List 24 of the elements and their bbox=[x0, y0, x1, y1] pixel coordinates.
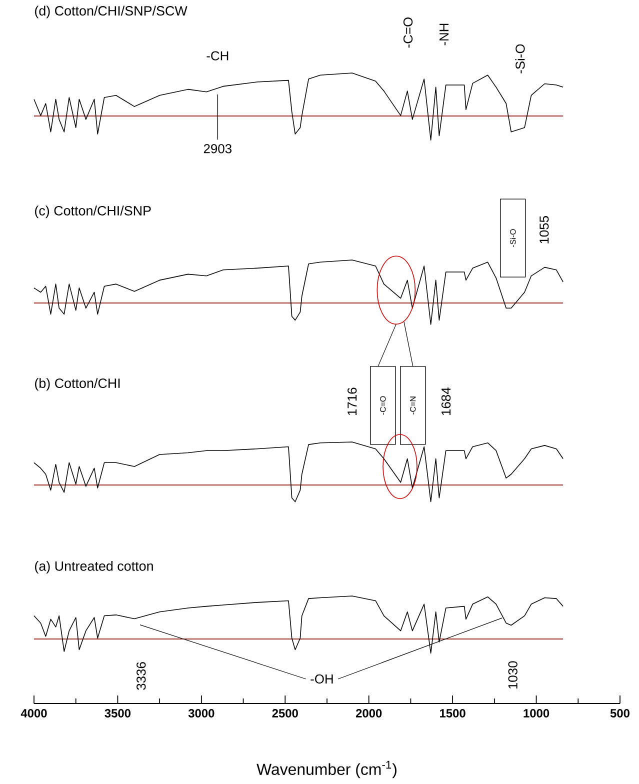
text: 1684 bbox=[441, 388, 451, 415]
x-tick-label: 3000 bbox=[188, 709, 214, 718]
annotation: -Si-O bbox=[515, 44, 525, 74]
text: 3336 bbox=[136, 662, 146, 690]
x-axis-title: Wavenumber (cm$^{-1}$) bbox=[256, 760, 396, 778]
x-tick-label: 1000 bbox=[524, 709, 550, 718]
x-tick-label: 2500 bbox=[272, 709, 298, 718]
text: 1030 bbox=[508, 661, 518, 689]
x-tick-label: 3500 bbox=[104, 709, 131, 718]
chart-title: (b) Cotton/CHI bbox=[35, 378, 120, 391]
chart-title: (a) Untreated cotton bbox=[35, 560, 153, 574]
text: 2903 bbox=[204, 144, 232, 154]
text: 1716 bbox=[348, 388, 357, 415]
x-tick-label: 2000 bbox=[356, 709, 382, 718]
text: -C=O bbox=[403, 18, 413, 48]
chart-title: (c) Cotton/CHI/SNP bbox=[35, 206, 151, 218]
chart-title: (d) Cotton/CHI/SNP/SCW bbox=[35, 6, 188, 18]
text: -OH bbox=[310, 674, 333, 684]
x-tick-label: 4000 bbox=[20, 709, 47, 718]
text: -CH bbox=[206, 51, 228, 60]
x-tick-label: 500 bbox=[610, 709, 630, 718]
x-tick-label: 1500 bbox=[440, 709, 466, 718]
text: 1055 bbox=[540, 216, 549, 244]
text: -NH bbox=[440, 24, 448, 46]
